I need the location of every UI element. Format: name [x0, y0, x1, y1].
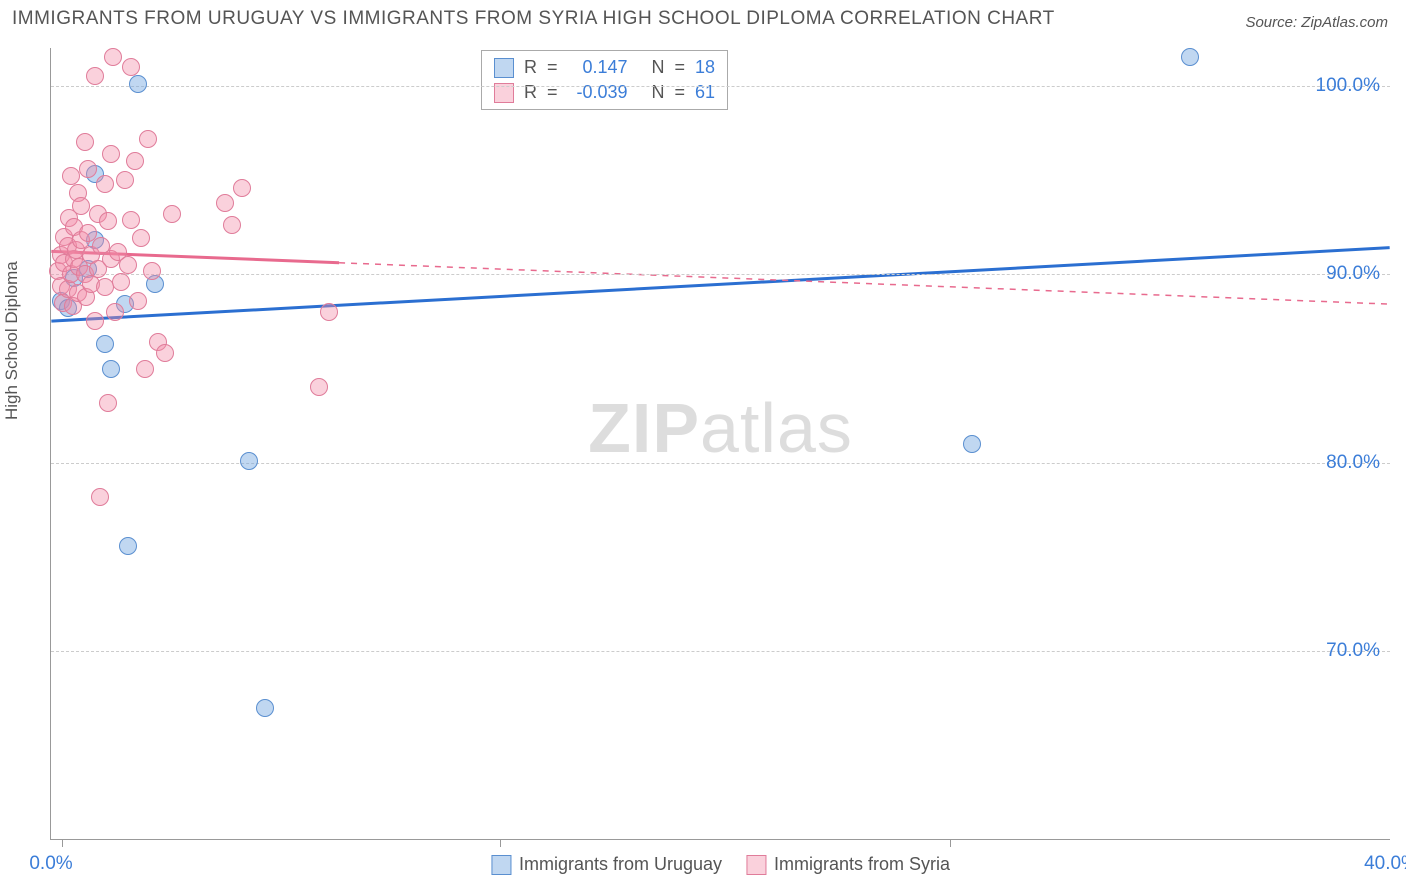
gridline-h — [51, 86, 1390, 87]
gridline-h — [51, 651, 1390, 652]
legend-item-uruguay: Immigrants from Uruguay — [491, 854, 722, 875]
legend-label-syria: Immigrants from Syria — [774, 854, 950, 875]
scatter-point-syria — [86, 67, 104, 85]
trendline-uruguay — [51, 248, 1389, 321]
scatter-point-uruguay — [1181, 48, 1199, 66]
legend-label-uruguay: Immigrants from Uruguay — [519, 854, 722, 875]
scatter-point-syria — [72, 197, 90, 215]
x-tick-label: 0.0% — [29, 853, 72, 875]
scatter-point-syria — [122, 58, 140, 76]
y-tick-label: 80.0% — [1326, 452, 1380, 474]
stats-r-label: R — [524, 57, 537, 78]
swatch-uruguay — [494, 58, 514, 78]
scatter-point-syria — [216, 194, 234, 212]
scatter-point-uruguay — [963, 435, 981, 453]
y-tick-label: 100.0% — [1316, 75, 1380, 97]
scatter-point-syria — [106, 303, 124, 321]
legend-item-syria: Immigrants from Syria — [746, 854, 950, 875]
scatter-point-syria — [233, 179, 251, 197]
scatter-point-syria — [99, 394, 117, 412]
stats-eq: = — [547, 57, 558, 78]
y-tick-label: 90.0% — [1326, 263, 1380, 285]
scatter-point-syria — [136, 360, 154, 378]
stats-eq: = — [675, 57, 686, 78]
stats-n-value-uruguay: 18 — [695, 57, 715, 78]
x-tick-mark — [500, 839, 501, 847]
plot-area: ZIPatlas R = 0.147 N = 18 R = -0.039 N =… — [50, 48, 1390, 840]
trendline-dashed-syria — [339, 263, 1390, 304]
scatter-point-syria — [126, 152, 144, 170]
scatter-point-syria — [76, 133, 94, 151]
scatter-point-syria — [223, 216, 241, 234]
scatter-point-syria — [91, 488, 109, 506]
legend-swatch-syria — [746, 855, 766, 875]
scatter-point-syria — [119, 256, 137, 274]
scatter-point-uruguay — [102, 360, 120, 378]
scatter-point-syria — [102, 145, 120, 163]
scatter-point-syria — [79, 160, 97, 178]
scatter-point-syria — [112, 273, 130, 291]
y-axis-label: High School Diploma — [2, 261, 22, 420]
scatter-point-uruguay — [256, 699, 274, 717]
watermark-light: atlas — [700, 389, 853, 467]
scatter-point-syria — [99, 212, 117, 230]
scatter-point-syria — [143, 262, 161, 280]
x-tick-label: 40.0% — [1364, 853, 1406, 875]
stats-n-label: N — [652, 57, 665, 78]
scatter-point-syria — [320, 303, 338, 321]
scatter-point-syria — [122, 211, 140, 229]
scatter-point-syria — [129, 292, 147, 310]
scatter-point-uruguay — [129, 75, 147, 93]
scatter-point-uruguay — [240, 452, 258, 470]
stats-legend-box: R = 0.147 N = 18 R = -0.039 N = 61 — [481, 50, 728, 110]
x-tick-mark — [950, 839, 951, 847]
stats-r-value-uruguay: 0.147 — [568, 57, 628, 78]
legend-bottom: Immigrants from Uruguay Immigrants from … — [491, 854, 950, 875]
gridline-h — [51, 274, 1390, 275]
scatter-point-uruguay — [96, 335, 114, 353]
scatter-point-uruguay — [119, 537, 137, 555]
stats-row-syria: R = -0.039 N = 61 — [494, 80, 715, 105]
scatter-point-syria — [156, 344, 174, 362]
legend-swatch-uruguay — [491, 855, 511, 875]
scatter-point-syria — [96, 175, 114, 193]
scatter-point-syria — [310, 378, 328, 396]
scatter-point-syria — [86, 312, 104, 330]
scatter-point-syria — [163, 205, 181, 223]
scatter-point-syria — [116, 171, 134, 189]
scatter-point-syria — [139, 130, 157, 148]
scatter-point-syria — [132, 229, 150, 247]
scatter-point-syria — [96, 278, 114, 296]
watermark: ZIPatlas — [588, 388, 853, 468]
chart-title: IMMIGRANTS FROM URUGUAY VS IMMIGRANTS FR… — [12, 8, 1055, 30]
stats-row-uruguay: R = 0.147 N = 18 — [494, 55, 715, 80]
source-attribution: Source: ZipAtlas.com — [1245, 14, 1388, 31]
watermark-bold: ZIP — [588, 389, 700, 467]
scatter-point-syria — [62, 167, 80, 185]
x-tick-mark — [62, 839, 63, 847]
scatter-point-syria — [104, 48, 122, 66]
y-tick-label: 70.0% — [1326, 640, 1380, 662]
